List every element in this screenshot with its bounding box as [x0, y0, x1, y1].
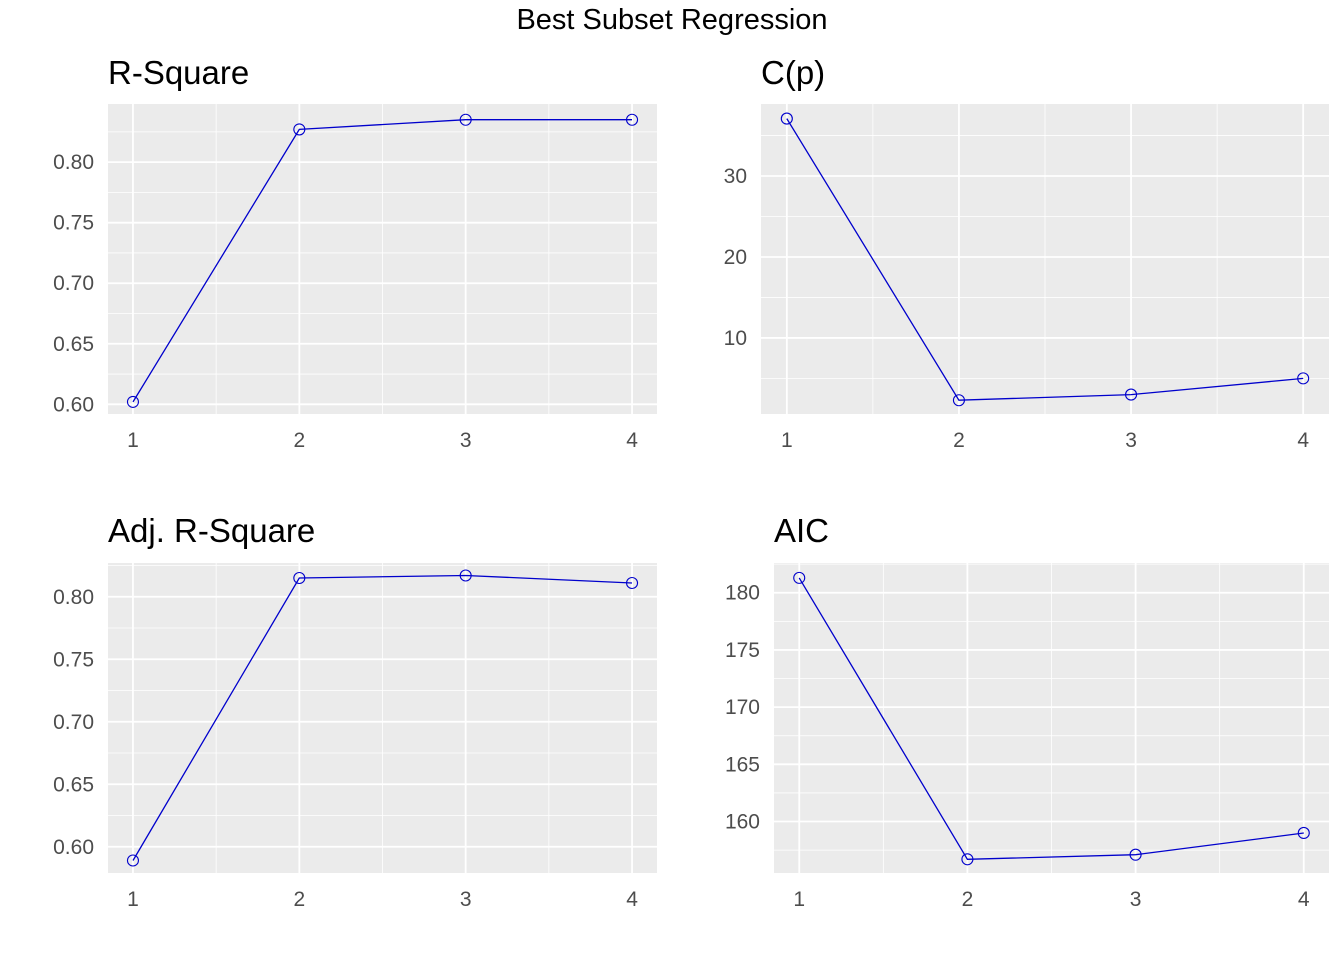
y-tick-label: 165 — [725, 753, 760, 776]
series-line — [132, 119, 632, 403]
data-point — [793, 571, 806, 584]
y-tick-label: 0.60 — [53, 836, 94, 859]
x-tick-label: 1 — [127, 429, 139, 452]
series-line — [132, 574, 633, 861]
data-point — [126, 854, 140, 867]
y-tick-label: 180 — [725, 582, 760, 605]
x-tick-label: 1 — [127, 888, 139, 911]
y-tick-label: 0.75 — [53, 648, 94, 671]
y-tick-label: 0.60 — [53, 393, 94, 416]
x-tick-label: 2 — [293, 888, 305, 911]
data-point — [780, 112, 793, 125]
x-tick-label: 4 — [1298, 888, 1310, 911]
figure-title: Best Subset Regression — [516, 4, 828, 36]
panel-title: AIC — [774, 512, 830, 549]
data-point — [625, 576, 639, 590]
y-tick-label: 0.80 — [53, 586, 94, 609]
y-tick-label: 20 — [724, 246, 747, 269]
data-point — [1297, 826, 1310, 840]
x-tick-label: 2 — [953, 429, 965, 452]
y-tick-label: 0.65 — [53, 773, 94, 796]
data-point — [293, 123, 306, 136]
y-tick-label: 0.80 — [53, 151, 94, 174]
data-point — [961, 853, 974, 866]
data-point — [459, 113, 472, 126]
y-tick-label: 170 — [725, 696, 760, 719]
y-tick-label: 0.65 — [53, 333, 94, 356]
data-point — [1129, 848, 1142, 861]
data-point — [1297, 372, 1310, 385]
x-tick-label: 3 — [1125, 429, 1137, 452]
data-point — [625, 113, 639, 126]
x-tick-label: 4 — [626, 888, 638, 911]
x-tick-label: 3 — [460, 888, 472, 911]
y-tick-label: 175 — [725, 639, 760, 662]
x-tick-label: 3 — [1130, 888, 1142, 911]
panel-title: R-Square — [108, 54, 250, 91]
data-point — [126, 395, 140, 408]
y-tick-label: 0.75 — [53, 212, 94, 235]
data-point — [1125, 388, 1138, 401]
y-tick-label: 10 — [724, 327, 747, 350]
y-tick-label: 30 — [724, 165, 747, 188]
series-line — [786, 118, 1304, 401]
panel-title: C(p) — [761, 54, 826, 91]
panel-title: Adj. R-Square — [108, 512, 316, 549]
x-tick-label: 1 — [793, 888, 805, 911]
x-tick-label: 2 — [962, 888, 974, 911]
data-point — [952, 394, 965, 407]
x-tick-label: 4 — [1297, 429, 1309, 452]
x-tick-label: 3 — [460, 429, 472, 452]
x-tick-label: 1 — [781, 429, 793, 452]
y-tick-label: 0.70 — [53, 272, 94, 295]
x-tick-label: 2 — [293, 429, 305, 452]
data-point — [459, 569, 472, 582]
y-tick-label: 0.70 — [53, 711, 94, 734]
series-line — [798, 577, 1304, 860]
x-tick-label: 4 — [626, 429, 638, 452]
y-tick-label: 160 — [725, 811, 760, 834]
data-point — [293, 571, 306, 585]
